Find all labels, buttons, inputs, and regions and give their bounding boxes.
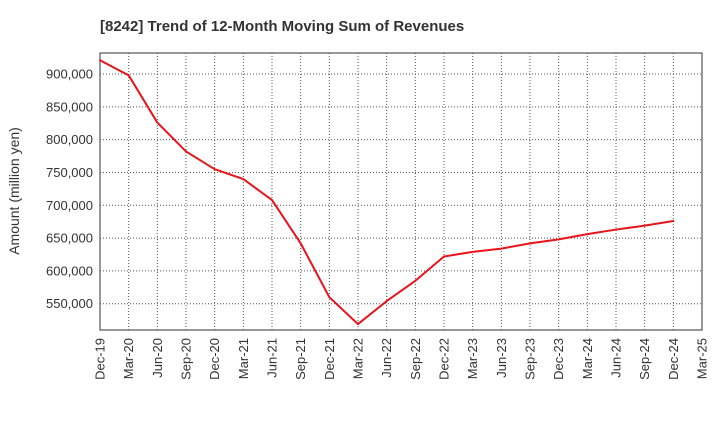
y-tick-label: 650,000 [46, 231, 93, 246]
x-tick-label: Jun-22 [379, 338, 394, 378]
x-tick-label: Sep-23 [523, 338, 538, 380]
series-line [99, 59, 675, 326]
x-tick-label: Mar-21 [236, 338, 251, 379]
y-tick-label: 900,000 [46, 67, 93, 82]
x-tick-label: Dec-19 [93, 338, 108, 380]
x-tick-label: Sep-20 [179, 338, 194, 380]
chart-title: [8242] Trend of 12-Month Moving Sum of R… [100, 18, 464, 35]
x-tick-label: Mar-20 [121, 338, 136, 379]
x-tick-label: Dec-20 [207, 338, 222, 380]
y-axis-ticks: 550,000 600,000 650,000 700,000 750,000 800,0… [46, 67, 93, 312]
x-tick-label: Dec-21 [322, 338, 337, 380]
x-tick-label: Dec-23 [551, 338, 566, 380]
x-tick-label: Mar-22 [351, 338, 366, 379]
y-tick-label: 700,000 [46, 198, 93, 213]
x-tick-label: Sep-24 [637, 338, 652, 380]
x-tick-label: Jun-21 [265, 338, 280, 378]
x-tick-label: Sep-22 [408, 338, 423, 380]
x-axis-ticks: Dec-19 Mar-20 Jun-20 Sep-20 Dec-20 Mar-21 Jun-… [93, 338, 710, 380]
x-tick-label: Jun-24 [609, 338, 624, 378]
y-tick-label: 800,000 [46, 132, 93, 147]
x-tick-label: Jun-20 [150, 338, 165, 378]
y-tick-label: 600,000 [46, 263, 93, 278]
y-tick-label: 750,000 [46, 165, 93, 180]
gridlines [100, 53, 702, 330]
y-tick-label: 550,000 [46, 296, 93, 311]
series-layer [99, 59, 675, 326]
x-tick-label: Jun-23 [494, 338, 509, 378]
plot-area [99, 52, 703, 331]
x-tick-label: Mar-25 [695, 338, 710, 379]
x-tick-label: Mar-23 [465, 338, 480, 379]
x-tick-label: Dec-22 [437, 338, 452, 380]
x-tick-label: Sep-21 [293, 338, 308, 380]
x-tick-label: Dec-24 [666, 338, 681, 380]
x-tick-label: Mar-24 [580, 338, 595, 379]
y-axis-label: Amount (million yen) [6, 127, 22, 255]
y-tick-label: 850,000 [46, 99, 93, 114]
